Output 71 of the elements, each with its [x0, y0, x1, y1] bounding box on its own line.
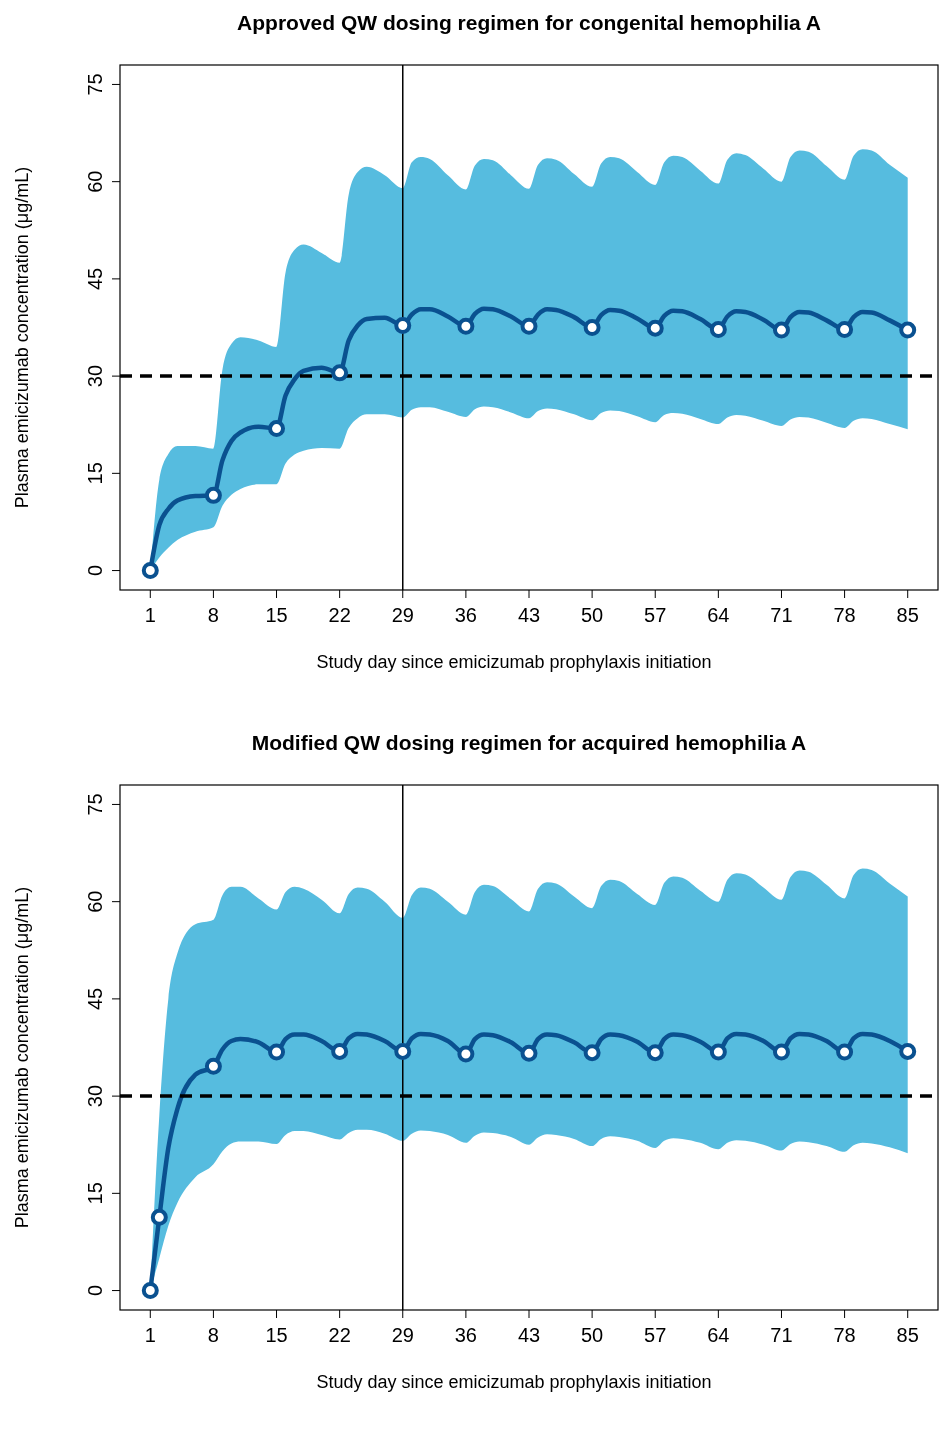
- y-tick-label: 60: [84, 170, 106, 193]
- y-tick-label: 15: [84, 1182, 106, 1205]
- x-tick-label: 1: [144, 604, 156, 626]
- point: [394, 1042, 412, 1060]
- y-axis-title: Plasma emicizumab concentration (μg/mL): [12, 886, 32, 1229]
- y-tick-label: 15: [84, 462, 106, 485]
- point: [709, 1043, 727, 1061]
- x-tick-label: 22: [328, 1324, 351, 1346]
- point: [646, 1044, 664, 1062]
- point: [268, 1043, 286, 1061]
- x-tick-label: 71: [770, 604, 793, 626]
- point: [457, 317, 475, 335]
- y-tick-label: 60: [84, 890, 106, 913]
- point: [141, 1282, 159, 1300]
- point: [836, 320, 854, 338]
- x-tick-label: 85: [896, 604, 919, 626]
- x-tick-label: 64: [707, 1324, 730, 1346]
- chart-title: Approved QW dosing regimen for congenital hemophilia A: [237, 11, 821, 34]
- x-tick-label: 29: [391, 604, 414, 626]
- y-tick-label: 30: [84, 364, 106, 388]
- point: [583, 1044, 601, 1062]
- x-axis-title: Study day since emicizumab prophylaxis initiation: [316, 1372, 712, 1392]
- x-tick-label: 64: [707, 604, 730, 626]
- point: [204, 486, 222, 504]
- point: [899, 1042, 917, 1060]
- y-tick-label: 45: [84, 267, 106, 291]
- x-tick-label: 15: [265, 1324, 288, 1346]
- x-tick-label: 8: [207, 604, 219, 626]
- y-tick-label: 75: [84, 793, 106, 816]
- point: [268, 420, 286, 438]
- x-tick-label: 50: [580, 1324, 604, 1346]
- point: [520, 317, 538, 335]
- point: [772, 321, 790, 339]
- y-tick-label: 0: [84, 564, 106, 577]
- point: [646, 319, 664, 337]
- x-tick-label: 36: [454, 604, 478, 626]
- point: [709, 320, 727, 338]
- x-tick-label: 78: [833, 1324, 856, 1346]
- point: [394, 317, 412, 335]
- x-tick-label: 71: [770, 1324, 793, 1346]
- x-tick-label: 85: [896, 1324, 919, 1346]
- y-tick-label: 45: [84, 987, 106, 1011]
- x-tick-label: 29: [391, 1324, 414, 1346]
- x-tick-label: 50: [580, 604, 604, 626]
- x-tick-label: 36: [454, 1324, 478, 1346]
- y-tick-label: 0: [84, 1284, 106, 1297]
- x-tick-label: 22: [328, 604, 351, 626]
- x-tick-label: 78: [833, 604, 856, 626]
- x-tick-label: 15: [265, 604, 288, 626]
- point: [331, 364, 349, 382]
- x-tick-label: 8: [207, 1324, 219, 1346]
- point: [457, 1045, 475, 1063]
- x-tick-label: 57: [644, 604, 667, 626]
- x-tick-label: 43: [517, 1324, 541, 1346]
- point: [836, 1043, 854, 1061]
- point: [583, 319, 601, 336]
- point: [772, 1043, 790, 1061]
- chart-title: Modified QW dosing regimen for acquired hemophilia A: [251, 731, 807, 754]
- point: [204, 1057, 222, 1075]
- point: [150, 1208, 168, 1226]
- y-tick-label: 30: [84, 1084, 106, 1108]
- point: [520, 1044, 538, 1062]
- point: [141, 562, 159, 580]
- point: [331, 1042, 349, 1060]
- x-tick-label: 57: [644, 1324, 667, 1346]
- y-axis-title: Plasma emicizumab concentration (μg/mL): [12, 166, 32, 509]
- y-tick-label: 75: [84, 73, 106, 96]
- point: [899, 321, 917, 339]
- x-tick-label: 43: [517, 604, 541, 626]
- x-tick-label: 1: [144, 1324, 156, 1346]
- x-axis-title: Study day since emicizumab prophylaxis initiation: [316, 652, 712, 672]
